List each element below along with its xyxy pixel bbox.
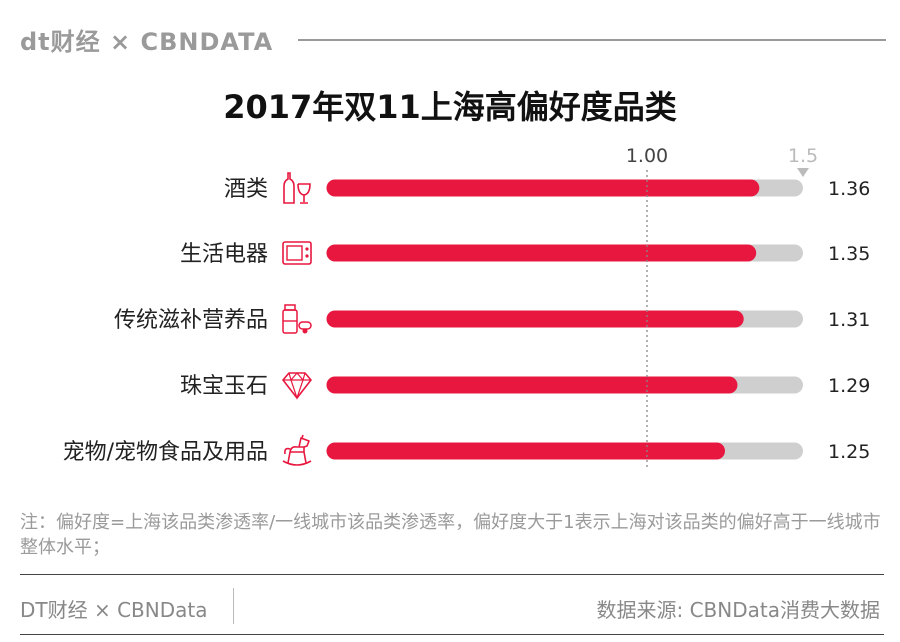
header-divider — [298, 39, 886, 41]
data-source: 数据来源: CBNData消费大数据 — [596, 598, 881, 622]
bar — [326, 244, 757, 262]
footer-rule-bottom — [20, 634, 884, 635]
category-label: 珠宝玉石 — [180, 374, 268, 399]
value-label: 1.29 — [828, 375, 870, 397]
brand-logo: dt财经 × CBNDATA — [20, 28, 274, 56]
bar — [326, 179, 760, 197]
category-label: 宠物/宠物食品及用品 — [63, 440, 268, 465]
chart-title: 2017年双11上海高偏好度品类 — [223, 88, 677, 126]
footer-separator — [233, 588, 234, 624]
brand-header: dt财经 × CBNDATA — [20, 22, 886, 56]
bar-chart: 1.00 1.5 酒类 1.36 生活电器 1.35 传统滋补营养品 1.31 珠宝玉石 1.29… — [63, 145, 870, 470]
max-marker — [797, 168, 809, 177]
diamond-icon — [282, 372, 312, 400]
footer-rule-top — [20, 574, 884, 575]
supplement-icon — [282, 304, 312, 334]
category-label: 酒类 — [224, 177, 268, 202]
footer-brand: DT财经 × CBNData — [20, 598, 208, 622]
value-label: 1.25 — [828, 441, 870, 463]
value-label: 1.35 — [828, 243, 870, 265]
microwave-icon — [282, 241, 312, 265]
rocking-horse-icon — [282, 434, 312, 466]
bar — [326, 376, 738, 394]
wine-icon — [283, 172, 311, 204]
max-tick-label: 1.5 — [788, 145, 818, 167]
bar — [326, 310, 744, 328]
category-label: 传统滋补营养品 — [114, 308, 268, 333]
value-label: 1.36 — [828, 178, 870, 200]
footnote: 注：偏好度=上海该品类渗透率/一线城市该品类渗透率，偏好度大于1表示上海对该品类… — [20, 512, 881, 558]
bar — [326, 442, 725, 460]
category-label: 生活电器 — [180, 242, 268, 267]
reference-label: 1.00 — [626, 145, 668, 167]
value-label: 1.31 — [828, 309, 870, 331]
